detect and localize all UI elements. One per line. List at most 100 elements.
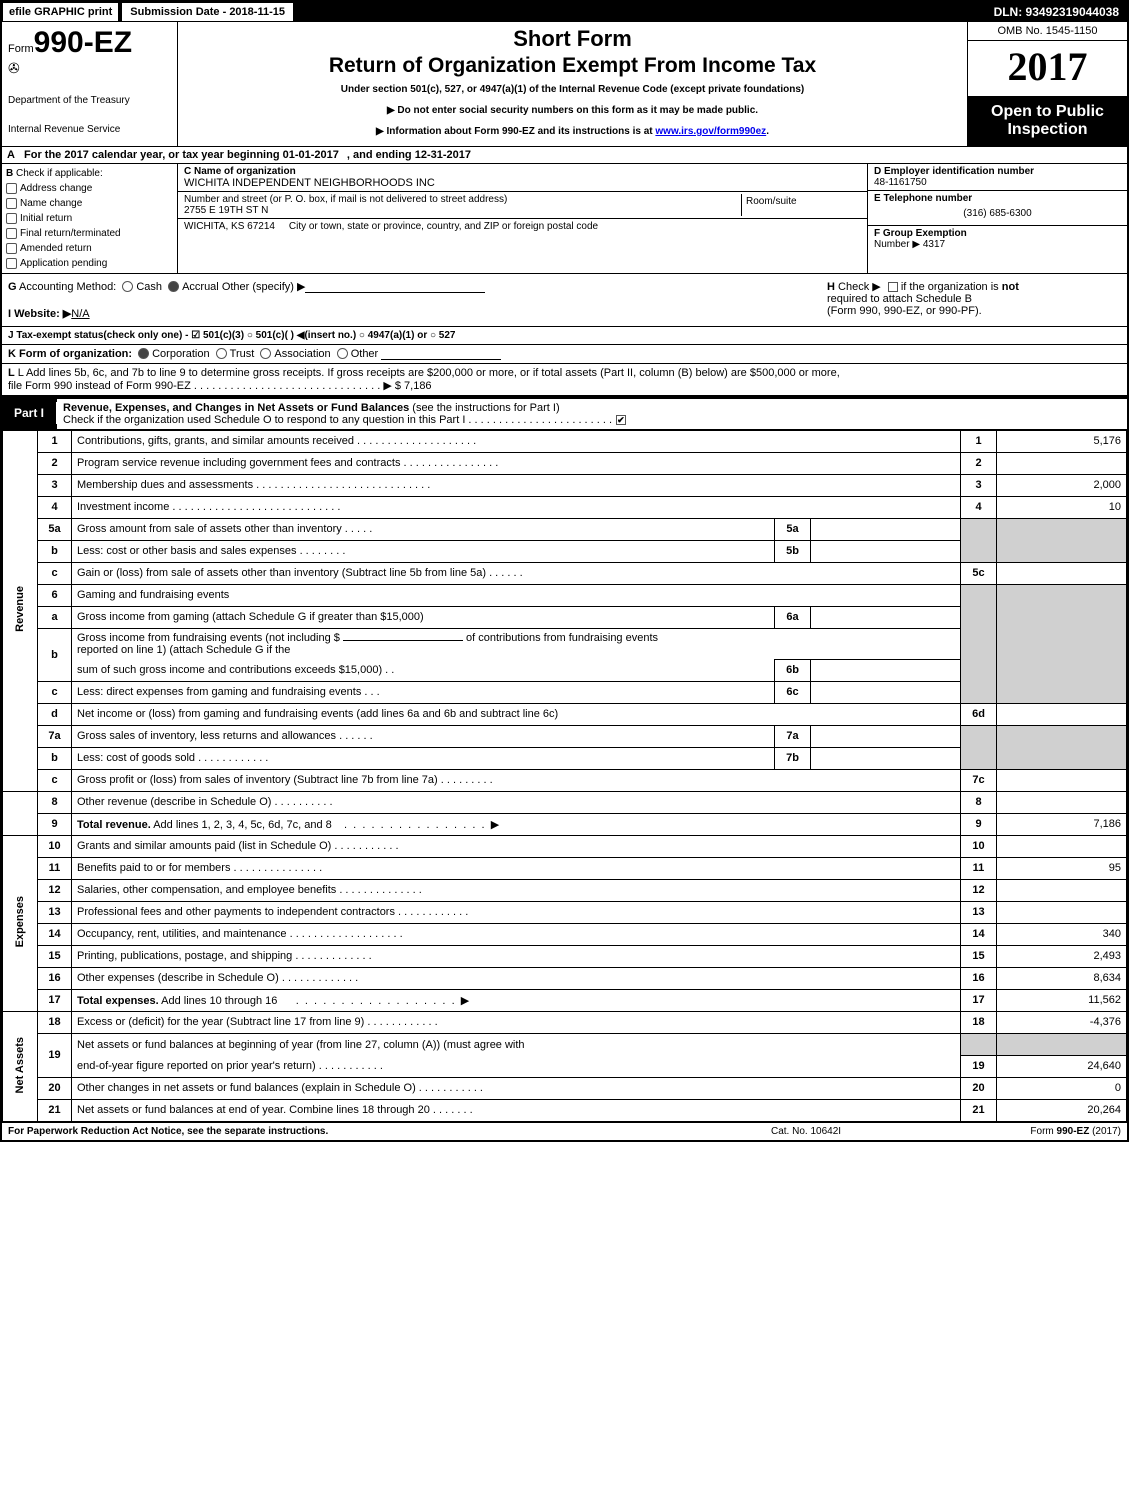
line-4-num: 4 (38, 496, 72, 518)
line-5b-num: b (38, 540, 72, 562)
line-9-value: 7,186 (997, 813, 1127, 835)
e-phone-label: E Telephone number (874, 193, 1121, 204)
cash-radio[interactable] (122, 281, 133, 292)
other-org-radio[interactable] (337, 348, 348, 359)
revenue-side-cont (3, 791, 38, 835)
line-14-desc: Occupancy, rent, utilities, and maintena… (72, 923, 961, 945)
line-16-rnum: 16 (961, 967, 997, 989)
l-text2: file Form 990 instead of Form 990-EZ . .… (8, 380, 432, 392)
page-footer: For Paperwork Reduction Act Notice, see … (2, 1122, 1127, 1140)
line-5b-subval (811, 540, 961, 562)
line-11-desc: Benefits paid to or for members . . . . … (72, 857, 961, 879)
line-17-rnum: 17 (961, 989, 997, 1011)
line-5a-subnum: 5a (775, 518, 811, 540)
line-2-desc: Program service revenue including govern… (72, 452, 961, 474)
line-16-desc: Other expenses (describe in Schedule O) … (72, 967, 961, 989)
line-12-desc: Salaries, other compensation, and employ… (72, 879, 961, 901)
address-change-checkbox[interactable] (6, 183, 17, 194)
schedule-b-checkbox[interactable] (888, 282, 898, 292)
section-a: A For the 2017 calendar year, or tax yea… (2, 147, 1127, 164)
room-suite-label: Room/suite (741, 194, 861, 216)
line-6d-rnum: 6d (961, 703, 997, 725)
section-j: J Tax-exempt status(check only one) - ☑ … (2, 327, 1127, 345)
corp-label: Corporation (152, 348, 209, 360)
org-name: WICHITA INDEPENDENT NEIGHBORHOODS INC (184, 177, 861, 189)
line-13-rnum: 13 (961, 901, 997, 923)
line-10-num: 10 (38, 835, 72, 857)
f-label: F Group Exemption (874, 228, 967, 239)
line-7b-num: b (38, 747, 72, 769)
l-text1: L Add lines 5b, 6c, and 7b to line 9 to … (18, 367, 840, 379)
other-label: Other (specify) ▶ (222, 281, 306, 293)
line-19-desc2: end-of-year figure reported on prior yea… (72, 1055, 961, 1077)
application-pending-checkbox[interactable] (6, 258, 17, 269)
section-k: K Form of organization: Corporation Trus… (2, 345, 1127, 364)
section-h: H Check ▶ if the organization is not req… (821, 280, 1121, 320)
line-1-value: 5,176 (997, 430, 1127, 452)
line-7b-subnum: 7b (775, 747, 811, 769)
form-prefix: Form (8, 43, 34, 55)
line-5-grey-val (997, 518, 1127, 562)
amended-return-checkbox[interactable] (6, 243, 17, 254)
line-19-value: 24,640 (997, 1055, 1127, 1077)
line-18-rnum: 18 (961, 1011, 997, 1033)
line-5a-num: 5a (38, 518, 72, 540)
fundraising-amount-input[interactable] (343, 640, 463, 641)
line-15-value: 2,493 (997, 945, 1127, 967)
other-specify-input[interactable] (305, 292, 485, 293)
line-3-desc: Membership dues and assessments . . . . … (72, 474, 961, 496)
c-label: C (184, 166, 191, 177)
section-bcdef: B Check if applicable: Address change Na… (2, 164, 1127, 274)
tax-year: 2017 (968, 41, 1127, 97)
line-12-rnum: 12 (961, 879, 997, 901)
line-20-num: 20 (38, 1077, 72, 1099)
schedule-o-checkbox[interactable] (616, 415, 626, 425)
final-return-checkbox[interactable] (6, 228, 17, 239)
name-change-checkbox[interactable] (6, 198, 17, 209)
line-4-desc: Investment income . . . . . . . . . . . … (72, 496, 961, 518)
irs-link[interactable]: www.irs.gov/form990ez (655, 126, 766, 137)
line-9-num: 9 (38, 813, 72, 835)
initial-return-checkbox[interactable] (6, 213, 17, 224)
efile-print-button[interactable]: efile GRAPHIC print (2, 2, 119, 22)
info-link-line: ▶ Information about Form 990-EZ and its … (186, 126, 959, 137)
accrual-radio[interactable] (168, 281, 179, 292)
line-17-desc: Total expenses. Add lines 10 through 16 … (72, 989, 961, 1011)
association-radio[interactable] (260, 348, 271, 359)
line-8-value (997, 791, 1127, 813)
irs-label: Internal Revenue Service (8, 124, 171, 135)
line-7-grey-val (997, 725, 1127, 769)
line-7-grey (961, 725, 997, 769)
line-6a-subval (811, 606, 961, 628)
line-13-num: 13 (38, 901, 72, 923)
tax-year-end: , and ending 12-31-2017 (343, 147, 475, 163)
line-18-value: -4,376 (997, 1011, 1127, 1033)
h-txt3: required to attach Schedule B (827, 293, 972, 305)
line-7a-subnum: 7a (775, 725, 811, 747)
short-form-title: Short Form (186, 26, 959, 52)
line-6-grey-val (997, 584, 1127, 703)
b-label: B (6, 168, 13, 179)
section-l: L L Add lines 5b, 6c, and 7b to line 9 t… (2, 364, 1127, 397)
b-header: Check if applicable: (16, 168, 103, 179)
line-7c-desc: Gross profit or (loss) from sales of inv… (72, 769, 961, 791)
other-org-label: Other (351, 348, 379, 360)
section-f: F Group Exemption Number ▶ 4317 (868, 226, 1127, 252)
trust-radio[interactable] (216, 348, 227, 359)
line-21-rnum: 21 (961, 1099, 997, 1121)
line-5b-desc: Less: cost or other basis and sales expe… (72, 540, 775, 562)
line-6a-subnum: 6a (775, 606, 811, 628)
under-section-text: Under section 501(c), 527, or 4947(a)(1)… (186, 84, 959, 95)
line-5c-desc: Gain or (loss) from sale of assets other… (72, 562, 961, 584)
line-6-desc: Gaming and fundraising events (72, 584, 961, 606)
other-org-input[interactable] (381, 359, 501, 360)
line-5c-value (997, 562, 1127, 584)
line-10-rnum: 10 (961, 835, 997, 857)
info-prefix: ▶ Information about Form 990-EZ and its … (376, 126, 655, 137)
opt-amended-return: Amended return (20, 243, 92, 254)
line-8-desc: Other revenue (describe in Schedule O) .… (72, 791, 961, 813)
corporation-radio[interactable] (138, 348, 149, 359)
city-value: WICHITA, KS 67214 (184, 221, 275, 232)
h-label: H (827, 281, 835, 293)
section-g: G Accounting Method: Cash Accrual Other … (8, 280, 821, 320)
